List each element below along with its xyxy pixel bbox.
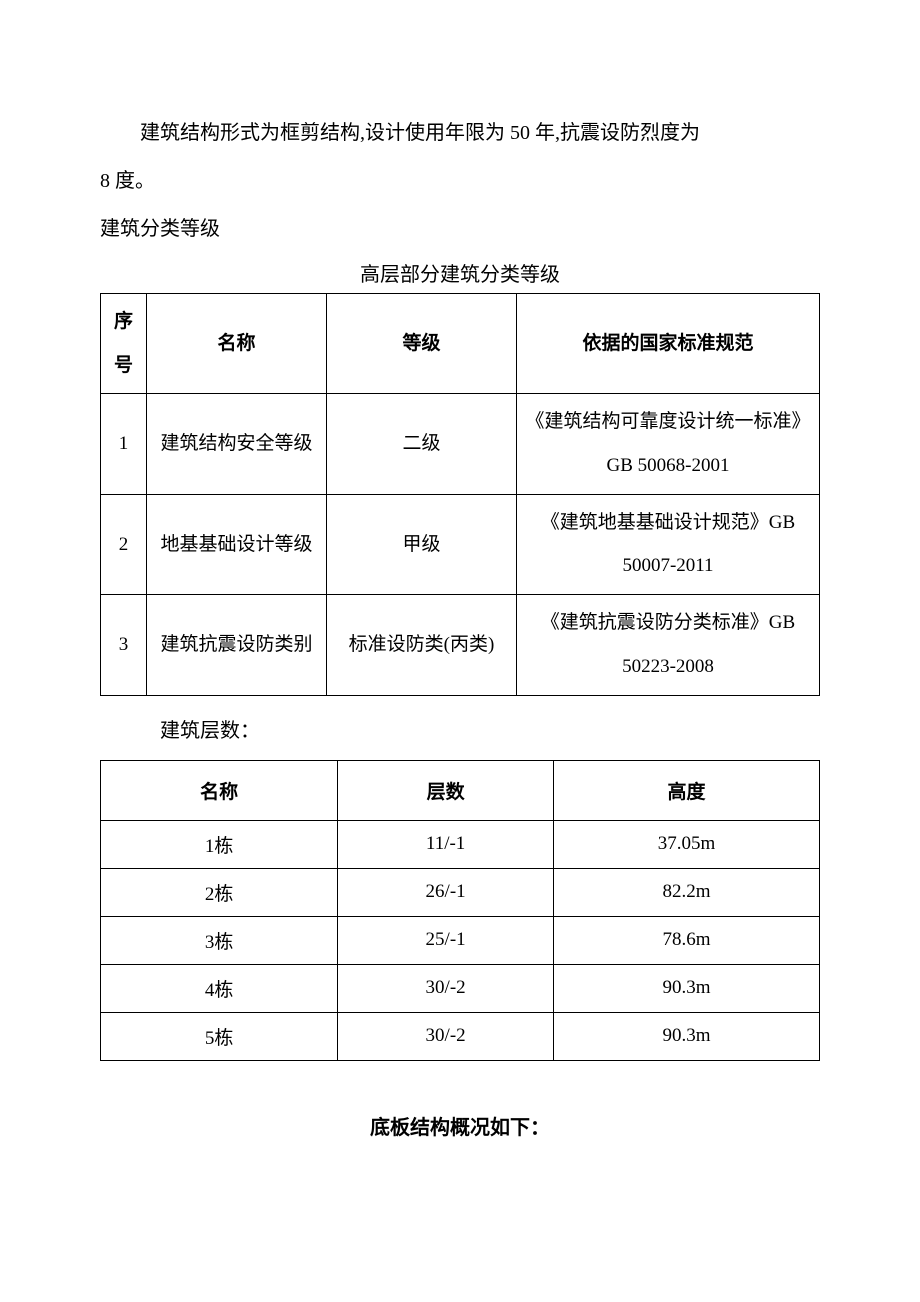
table2-cell: 30/-2: [338, 1012, 554, 1060]
table1-header-grade: 等级: [327, 294, 517, 394]
table1-header-seq: 序号: [101, 294, 147, 394]
table2-cell: 25/-1: [338, 916, 554, 964]
table2-cell: 37.05m: [553, 820, 819, 868]
table2-cell: 4栋: [101, 964, 338, 1012]
table-row: 2栋 26/-1 82.2m: [101, 868, 820, 916]
table2-cell: 11/-1: [338, 820, 554, 868]
table2-cell: 26/-1: [338, 868, 554, 916]
table1-cell: 甲级: [327, 494, 517, 594]
building-floors-label: 建筑层数：: [100, 708, 820, 754]
table2-header-height: 高度: [553, 760, 819, 820]
table2-header-name: 名称: [101, 760, 338, 820]
table-header-row: 序号 名称 等级 依据的国家标准规范: [101, 294, 820, 394]
table2-cell: 90.3m: [553, 964, 819, 1012]
table1-cell: 2: [101, 494, 147, 594]
table1-cell: 二级: [327, 394, 517, 494]
table1-cell: 标准设防类(丙类): [327, 595, 517, 695]
table1-cell: 建筑抗震设防类别: [147, 595, 327, 695]
table-row: 4栋 30/-2 90.3m: [101, 964, 820, 1012]
table1-cell: 建筑结构安全等级: [147, 394, 327, 494]
table-row: 2 地基基础设计等级 甲级 《建筑地基基础设计规范》GB 50007-2011: [101, 494, 820, 594]
table-row: 3栋 25/-1 78.6m: [101, 916, 820, 964]
table2-cell: 2栋: [101, 868, 338, 916]
table1-cell: 《建筑结构可靠度设计统一标准》GB 50068-2001: [517, 394, 820, 494]
table2-cell: 5栋: [101, 1012, 338, 1060]
table2-header-floors: 层数: [338, 760, 554, 820]
table1-cell: 地基基础设计等级: [147, 494, 327, 594]
table2-cell: 3栋: [101, 916, 338, 964]
table-row: 5栋 30/-2 90.3m: [101, 1012, 820, 1060]
table1-title: 高层部分建筑分类等级: [100, 258, 820, 287]
table-row: 1 建筑结构安全等级 二级 《建筑结构可靠度设计统一标准》GB 50068-20…: [101, 394, 820, 494]
table1-cell: 3: [101, 595, 147, 695]
intro-paragraph-2: 8 度。: [100, 158, 820, 204]
table2-cell: 78.6m: [553, 916, 819, 964]
table1-header-name: 名称: [147, 294, 327, 394]
table1-cell: 《建筑抗震设防分类标准》GB 50223-2008: [517, 595, 820, 695]
table2-cell: 30/-2: [338, 964, 554, 1012]
table1-cell: 《建筑地基基础设计规范》GB 50007-2011: [517, 494, 820, 594]
building-floors-table: 名称 层数 高度 1栋 11/-1 37.05m 2栋 26/-1 82.2m …: [100, 760, 820, 1061]
table1-header-standard: 依据的国家标准规范: [517, 294, 820, 394]
classification-grade-table: 序号 名称 等级 依据的国家标准规范 1 建筑结构安全等级 二级 《建筑结构可靠…: [100, 293, 820, 696]
table-header-row: 名称 层数 高度: [101, 760, 820, 820]
table2-cell: 90.3m: [553, 1012, 819, 1060]
table-row: 3 建筑抗震设防类别 标准设防类(丙类) 《建筑抗震设防分类标准》GB 5022…: [101, 595, 820, 695]
classification-grade-label: 建筑分类等级: [100, 206, 820, 252]
table2-cell: 82.2m: [553, 868, 819, 916]
intro-paragraph-1: 建筑结构形式为框剪结构,设计使用年限为 50 年,抗震设防烈度为: [100, 110, 820, 156]
table-row: 1栋 11/-1 37.05m: [101, 820, 820, 868]
bottom-structure-title: 底板结构概况如下：: [100, 1111, 820, 1140]
table2-cell: 1栋: [101, 820, 338, 868]
table1-cell: 1: [101, 394, 147, 494]
